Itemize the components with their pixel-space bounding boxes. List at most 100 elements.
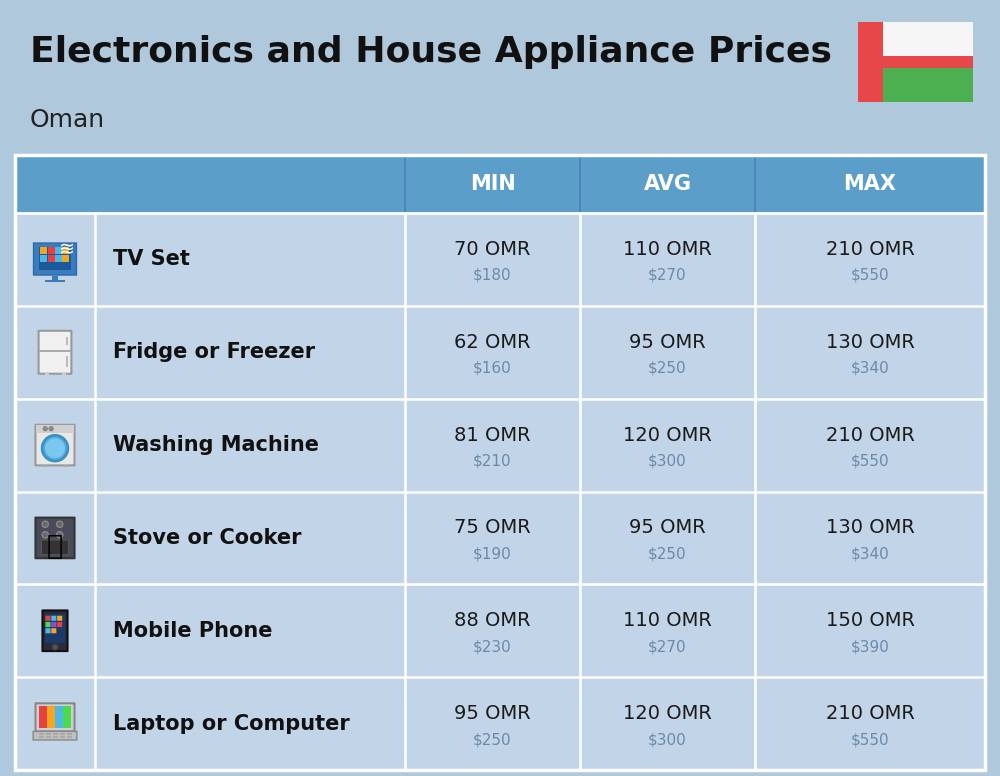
Text: 210 OMR: 210 OMR <box>826 240 914 259</box>
Text: Laptop or Computer: Laptop or Computer <box>113 714 350 733</box>
Text: $250: $250 <box>473 732 512 747</box>
Text: $550: $550 <box>851 268 889 283</box>
Text: $250: $250 <box>648 361 687 376</box>
Text: 95 OMR: 95 OMR <box>454 704 531 723</box>
FancyBboxPatch shape <box>57 622 62 627</box>
Bar <box>43 465 47 467</box>
FancyBboxPatch shape <box>45 622 51 627</box>
Text: TV Set: TV Set <box>113 249 190 269</box>
Text: 88 OMR: 88 OMR <box>454 611 531 630</box>
FancyBboxPatch shape <box>35 518 75 558</box>
Text: $300: $300 <box>648 454 687 469</box>
Bar <box>67 733 72 735</box>
Text: $270: $270 <box>648 639 687 654</box>
Bar <box>48 255 55 262</box>
Text: 95 OMR: 95 OMR <box>629 333 706 352</box>
Text: $250: $250 <box>648 546 687 561</box>
Text: $300: $300 <box>648 732 687 747</box>
FancyBboxPatch shape <box>35 703 75 732</box>
Bar <box>15 155 985 213</box>
Circle shape <box>42 521 48 528</box>
FancyBboxPatch shape <box>51 629 56 633</box>
Circle shape <box>52 644 58 650</box>
FancyBboxPatch shape <box>39 331 71 374</box>
Circle shape <box>45 438 65 458</box>
Bar <box>55 705 63 728</box>
Text: Fridge or Freezer: Fridge or Freezer <box>113 342 315 362</box>
Text: 75 OMR: 75 OMR <box>454 518 531 538</box>
Bar <box>46 733 51 735</box>
Bar <box>48 248 55 255</box>
Circle shape <box>49 427 53 431</box>
Text: Washing Machine: Washing Machine <box>113 435 319 455</box>
Bar <box>45 279 65 282</box>
Bar <box>40 255 47 262</box>
Bar <box>39 247 71 269</box>
Bar <box>15 399 985 491</box>
Bar <box>883 22 973 56</box>
Text: MIN: MIN <box>470 174 515 194</box>
Bar <box>15 306 985 399</box>
Text: $190: $190 <box>473 546 512 561</box>
FancyBboxPatch shape <box>57 615 62 621</box>
Bar <box>754 155 756 213</box>
Bar <box>53 733 58 735</box>
Bar <box>60 736 65 739</box>
Text: $390: $390 <box>851 639 889 654</box>
Text: Mobile Phone: Mobile Phone <box>113 621 272 641</box>
Bar <box>858 22 973 102</box>
Bar <box>39 705 71 728</box>
FancyBboxPatch shape <box>45 629 51 633</box>
Bar <box>39 736 44 739</box>
FancyBboxPatch shape <box>33 731 77 740</box>
Text: 81 OMR: 81 OMR <box>454 425 531 445</box>
Bar <box>39 350 71 352</box>
Text: $160: $160 <box>473 361 512 376</box>
Circle shape <box>57 532 63 538</box>
Text: $210: $210 <box>473 454 512 469</box>
Bar <box>45 614 65 643</box>
Text: 70 OMR: 70 OMR <box>454 240 531 259</box>
FancyBboxPatch shape <box>42 611 68 651</box>
Bar <box>39 705 47 728</box>
Text: 62 OMR: 62 OMR <box>454 333 531 352</box>
Bar <box>39 733 44 735</box>
Text: 120 OMR: 120 OMR <box>623 704 712 723</box>
Text: 95 OMR: 95 OMR <box>629 518 706 538</box>
Bar <box>15 491 985 584</box>
Bar <box>15 213 985 306</box>
Text: 110 OMR: 110 OMR <box>623 611 712 630</box>
Bar <box>883 68 973 102</box>
Text: $550: $550 <box>851 732 889 747</box>
Text: 130 OMR: 130 OMR <box>826 333 914 352</box>
FancyBboxPatch shape <box>35 424 75 466</box>
Bar <box>60 733 65 735</box>
Bar <box>67 736 72 739</box>
FancyBboxPatch shape <box>45 615 51 621</box>
Bar <box>55 255 62 262</box>
Bar <box>404 155 406 213</box>
Text: 110 OMR: 110 OMR <box>623 240 712 259</box>
Text: Stove or Cooker: Stove or Cooker <box>113 528 302 548</box>
Bar <box>62 248 69 255</box>
Text: $180: $180 <box>473 268 512 283</box>
FancyBboxPatch shape <box>41 540 69 555</box>
Bar <box>15 584 985 677</box>
FancyBboxPatch shape <box>51 622 56 627</box>
Bar <box>62 255 69 262</box>
Bar <box>45 372 49 375</box>
Bar <box>579 155 581 213</box>
Circle shape <box>43 427 47 431</box>
Bar <box>53 736 58 739</box>
Text: AVG: AVG <box>644 174 692 194</box>
Text: $230: $230 <box>473 639 512 654</box>
Bar <box>66 338 68 345</box>
Text: 120 OMR: 120 OMR <box>623 425 712 445</box>
Bar <box>62 372 66 375</box>
Text: Electronics and House Appliance Prices: Electronics and House Appliance Prices <box>30 35 832 69</box>
Text: 130 OMR: 130 OMR <box>826 518 914 538</box>
Text: MAX: MAX <box>844 174 896 194</box>
Text: 210 OMR: 210 OMR <box>826 425 914 445</box>
Text: $340: $340 <box>851 361 889 376</box>
Circle shape <box>42 532 48 538</box>
